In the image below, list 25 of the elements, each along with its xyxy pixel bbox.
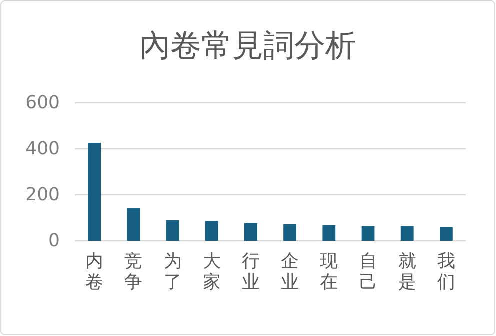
bar (127, 208, 140, 241)
bar (440, 227, 453, 241)
bar (284, 224, 296, 241)
x-tick-label: 竞争 (124, 251, 143, 293)
x-tick-label: 自己 (359, 251, 378, 293)
x-tick-label: 就是 (398, 251, 416, 293)
x-tick-label: 我们 (437, 251, 456, 293)
x-tick-label: 为了 (164, 251, 182, 293)
bar (205, 221, 218, 241)
bar (400, 226, 414, 241)
bar (88, 143, 101, 241)
y-tick-label: 400 (26, 138, 60, 160)
y-tick-label: 200 (26, 184, 60, 206)
chart-title: 內卷常見詞分析 (140, 28, 356, 64)
y-tick-label: 0 (48, 230, 60, 252)
y-tick-label: 600 (26, 92, 60, 114)
bar (322, 225, 336, 241)
bar (244, 223, 258, 241)
x-tick-label: 行业 (242, 251, 260, 293)
bar (166, 220, 180, 241)
bar (362, 226, 375, 241)
x-tick-label: 大家 (202, 251, 221, 293)
x-tick-label: 企业 (281, 251, 300, 293)
x-tick-label: 内卷 (86, 251, 104, 293)
x-tick-label: 现在 (320, 251, 338, 293)
